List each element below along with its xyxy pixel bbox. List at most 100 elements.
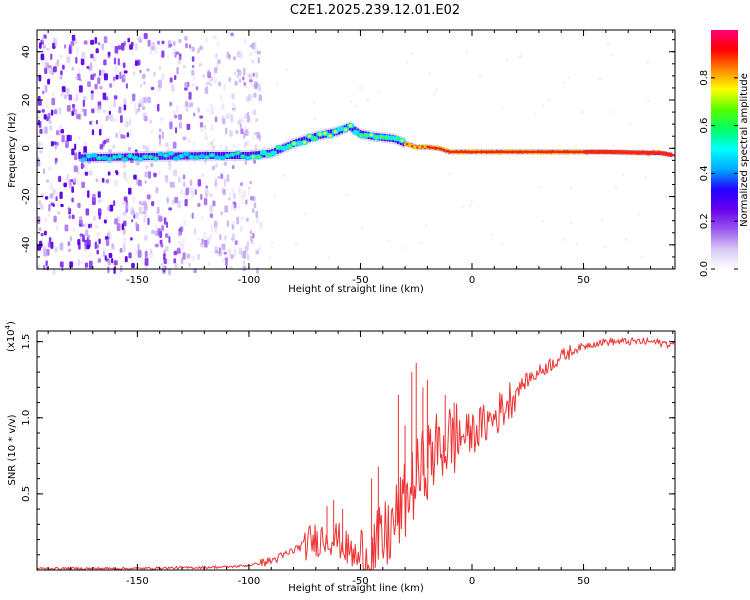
ridge-blob-core bbox=[359, 134, 363, 138]
noise-speck bbox=[45, 102, 48, 109]
noise-speck bbox=[103, 139, 107, 145]
noise-speck bbox=[145, 165, 149, 169]
noise-speck bbox=[43, 168, 46, 175]
noise-speck bbox=[218, 81, 221, 87]
noise-speck bbox=[132, 93, 136, 102]
noise-speck bbox=[115, 74, 119, 80]
noise-speck bbox=[121, 211, 125, 216]
noise-speck bbox=[86, 244, 90, 250]
noise-speck bbox=[165, 246, 169, 252]
noise-speck bbox=[637, 212, 640, 216]
noise-speck bbox=[230, 205, 234, 211]
noise-speck bbox=[84, 222, 89, 230]
noise-speck bbox=[159, 239, 163, 245]
noise-speck bbox=[143, 96, 147, 104]
noise-speck bbox=[216, 63, 220, 69]
noise-speck bbox=[182, 65, 186, 68]
noise-speck bbox=[231, 93, 235, 100]
noise-speck bbox=[168, 207, 172, 211]
noise-speck bbox=[189, 44, 192, 49]
noise-speck bbox=[47, 212, 50, 218]
noise-speck bbox=[238, 204, 241, 210]
noise-speck bbox=[56, 211, 61, 215]
noise-speck bbox=[185, 43, 188, 49]
noise-speck bbox=[146, 194, 150, 200]
noise-speck bbox=[50, 141, 54, 147]
noise-speck bbox=[232, 233, 235, 240]
noise-speck bbox=[167, 259, 170, 265]
noise-speck bbox=[90, 39, 94, 45]
noise-speck bbox=[58, 54, 63, 59]
noise-speck bbox=[77, 239, 81, 246]
noise-speck bbox=[54, 38, 58, 47]
ridge-blob-core bbox=[195, 156, 199, 159]
ridge-blob bbox=[352, 129, 360, 135]
noise-speck bbox=[240, 116, 245, 123]
ridge-core bbox=[161, 152, 164, 160]
ridge-blob-core bbox=[154, 157, 158, 160]
noise-speck bbox=[142, 112, 147, 121]
noise-speck bbox=[54, 144, 57, 150]
ridge-blob-core bbox=[374, 135, 378, 139]
noise-speck bbox=[216, 42, 219, 48]
noise-speck bbox=[199, 115, 204, 119]
noise-speck bbox=[242, 250, 247, 259]
ridge-blob-core bbox=[364, 134, 368, 137]
noise-speck bbox=[212, 200, 216, 207]
ridge-blob-core bbox=[87, 154, 91, 158]
noise-speck bbox=[241, 201, 244, 205]
noise-speck bbox=[205, 185, 208, 189]
ridge-core bbox=[217, 152, 220, 159]
noise-speck bbox=[143, 215, 146, 223]
noise-speck bbox=[174, 263, 178, 269]
noise-speck bbox=[47, 242, 52, 248]
noise-speck bbox=[217, 59, 221, 65]
noise-speck bbox=[193, 141, 196, 147]
noise-speck bbox=[65, 87, 69, 94]
noise-speck bbox=[629, 122, 632, 126]
noise-speck bbox=[253, 132, 257, 136]
ridge-blob-core bbox=[169, 152, 173, 155]
noise-speck bbox=[45, 260, 48, 267]
noise-speck bbox=[350, 100, 352, 104]
noise-speck bbox=[39, 204, 44, 210]
noise-speck bbox=[173, 250, 178, 256]
noise-speck bbox=[113, 95, 118, 100]
noise-speck bbox=[56, 142, 59, 146]
noise-speck bbox=[128, 118, 131, 126]
noise-speck bbox=[256, 250, 260, 255]
noise-speck bbox=[581, 110, 584, 114]
noise-speck bbox=[240, 216, 244, 220]
noise-speck bbox=[127, 37, 130, 43]
noise-speck bbox=[100, 69, 104, 74]
noise-speck bbox=[67, 248, 72, 252]
noise-speck bbox=[95, 48, 99, 54]
ridge-blob-core bbox=[410, 144, 414, 148]
noise-speck bbox=[252, 109, 257, 116]
noise-speck bbox=[124, 256, 128, 263]
ridge-core bbox=[78, 152, 81, 159]
noise-speck bbox=[103, 219, 107, 224]
noise-speck bbox=[108, 229, 111, 238]
noise-speck bbox=[71, 66, 75, 71]
noise-speck bbox=[53, 215, 57, 223]
noise-speck bbox=[258, 94, 262, 102]
noise-speck bbox=[132, 195, 135, 204]
noise-speck bbox=[209, 213, 214, 218]
noise-speck bbox=[97, 208, 102, 216]
noise-speck bbox=[92, 193, 96, 202]
noise-speck bbox=[172, 48, 176, 56]
noise-speck bbox=[66, 134, 71, 142]
noise-speck bbox=[135, 250, 138, 255]
ridge-blob-core bbox=[395, 137, 399, 140]
noise-speck bbox=[221, 243, 226, 251]
noise-speck bbox=[149, 50, 153, 55]
noise-speck bbox=[244, 141, 249, 146]
noise-speck bbox=[55, 196, 58, 202]
noise-speck bbox=[165, 142, 169, 148]
noise-speck bbox=[137, 244, 140, 252]
noise-speck bbox=[38, 74, 42, 82]
noise-speck bbox=[50, 53, 53, 60]
noise-speck bbox=[174, 75, 177, 81]
noise-speck bbox=[143, 81, 146, 85]
